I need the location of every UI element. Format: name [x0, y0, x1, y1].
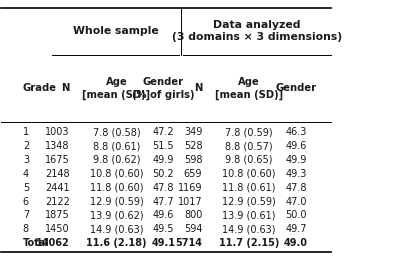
- Text: Data analyzed
(3 domains × 3 dimensions): Data analyzed (3 domains × 3 dimensions): [172, 20, 342, 42]
- Text: 1: 1: [23, 127, 29, 137]
- Text: 3: 3: [23, 155, 29, 165]
- Text: 14062: 14062: [36, 238, 70, 248]
- Text: 12.9 (0.59): 12.9 (0.59): [90, 197, 143, 207]
- Text: 1875: 1875: [45, 210, 70, 220]
- Text: 8.8 (0.61): 8.8 (0.61): [93, 141, 140, 151]
- Text: 10.8 (0.60): 10.8 (0.60): [90, 169, 143, 179]
- Text: 49.5: 49.5: [152, 224, 174, 234]
- Text: N: N: [194, 84, 202, 94]
- Text: 47.7: 47.7: [152, 197, 174, 207]
- Text: 47.2: 47.2: [152, 127, 174, 137]
- Text: 528: 528: [184, 141, 202, 151]
- Text: 13.9 (0.62): 13.9 (0.62): [90, 210, 143, 220]
- Text: 349: 349: [184, 127, 202, 137]
- Text: 11.7 (2.15): 11.7 (2.15): [219, 238, 279, 248]
- Text: 50.2: 50.2: [152, 169, 174, 179]
- Text: N: N: [61, 84, 70, 94]
- Text: Grade: Grade: [23, 84, 57, 94]
- Text: 49.0: 49.0: [284, 238, 308, 248]
- Text: 11.6 (2.18): 11.6 (2.18): [86, 238, 147, 248]
- Text: 2441: 2441: [45, 183, 70, 193]
- Text: 13.9 (0.61): 13.9 (0.61): [222, 210, 276, 220]
- Text: 2148: 2148: [45, 169, 70, 179]
- Text: 47.0: 47.0: [285, 197, 307, 207]
- Text: 47.8: 47.8: [152, 183, 174, 193]
- Text: 50.0: 50.0: [285, 210, 307, 220]
- Text: 49.6: 49.6: [285, 141, 307, 151]
- Text: 8: 8: [23, 224, 29, 234]
- Text: 5714: 5714: [175, 238, 202, 248]
- Text: Age
[mean (SD)]: Age [mean (SD)]: [83, 77, 151, 100]
- Text: 1017: 1017: [178, 197, 202, 207]
- Text: 1003: 1003: [45, 127, 70, 137]
- Text: Gender: Gender: [275, 84, 317, 94]
- Text: 800: 800: [184, 210, 202, 220]
- Text: 49.7: 49.7: [285, 224, 307, 234]
- Text: 49.9: 49.9: [285, 155, 307, 165]
- Text: 8.8 (0.57): 8.8 (0.57): [225, 141, 273, 151]
- Text: 11.8 (0.61): 11.8 (0.61): [222, 183, 276, 193]
- Text: 9.8 (0.62): 9.8 (0.62): [93, 155, 140, 165]
- Text: 1675: 1675: [45, 155, 70, 165]
- Text: 594: 594: [184, 224, 202, 234]
- Text: Gender
(% of girls): Gender (% of girls): [132, 77, 195, 100]
- Text: 659: 659: [184, 169, 202, 179]
- Text: 2122: 2122: [45, 197, 70, 207]
- Text: 7.8 (0.58): 7.8 (0.58): [93, 127, 140, 137]
- Text: 1169: 1169: [178, 183, 202, 193]
- Text: 9.8 (0.65): 9.8 (0.65): [226, 155, 273, 165]
- Text: 7: 7: [23, 210, 29, 220]
- Text: 49.9: 49.9: [152, 155, 174, 165]
- Text: 598: 598: [184, 155, 202, 165]
- Text: 1450: 1450: [45, 224, 70, 234]
- Text: 1348: 1348: [45, 141, 70, 151]
- Text: 47.8: 47.8: [285, 183, 307, 193]
- Text: 7.8 (0.59): 7.8 (0.59): [225, 127, 273, 137]
- Text: 14.9 (0.63): 14.9 (0.63): [222, 224, 276, 234]
- Text: 4: 4: [23, 169, 29, 179]
- Text: 49.1: 49.1: [151, 238, 175, 248]
- Text: 14.9 (0.63): 14.9 (0.63): [90, 224, 143, 234]
- Text: 5: 5: [23, 183, 29, 193]
- Text: 2: 2: [23, 141, 29, 151]
- Text: 6: 6: [23, 197, 29, 207]
- Text: 10.8 (0.60): 10.8 (0.60): [222, 169, 276, 179]
- Text: 49.3: 49.3: [285, 169, 307, 179]
- Text: 46.3: 46.3: [285, 127, 307, 137]
- Text: 51.5: 51.5: [152, 141, 174, 151]
- Text: Whole sample: Whole sample: [73, 26, 158, 36]
- Text: Age
[mean (SD)]: Age [mean (SD)]: [215, 77, 283, 100]
- Text: 11.8 (0.60): 11.8 (0.60): [90, 183, 143, 193]
- Text: Total: Total: [23, 238, 50, 248]
- Text: 12.9 (0.59): 12.9 (0.59): [222, 197, 276, 207]
- Text: 49.6: 49.6: [152, 210, 174, 220]
